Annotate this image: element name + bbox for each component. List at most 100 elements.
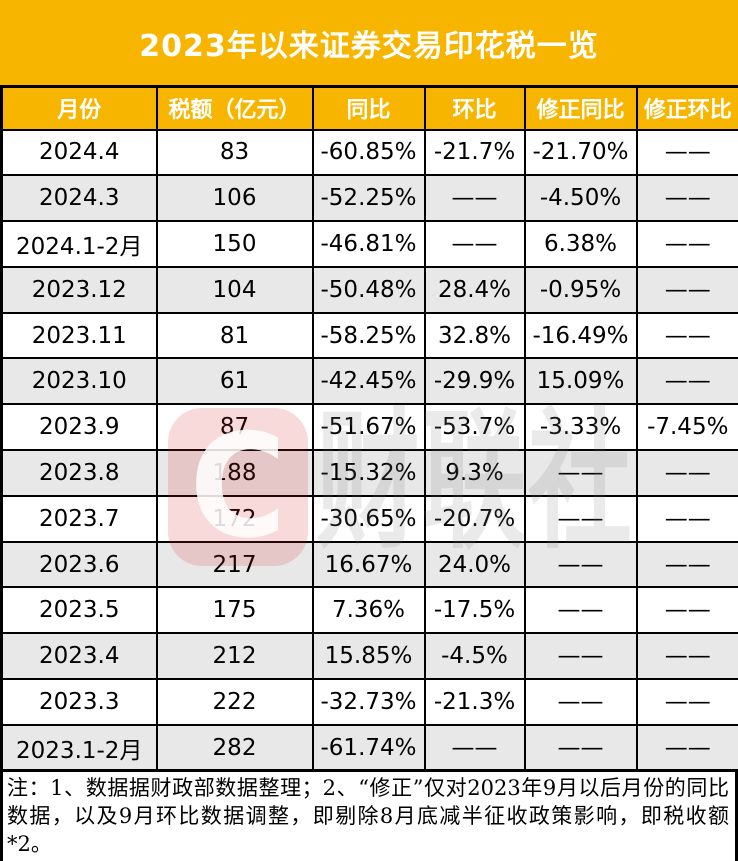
- table-row: 2023.10 61 -42.45% -29.9% 15.09% ——: [0, 357, 738, 406]
- table-cell: 9.3%: [423, 449, 526, 497]
- table-row: 2023.11 81 -58.25% 32.8% -16.49% ——: [0, 311, 738, 360]
- column-header-month: 月份: [0, 85, 158, 131]
- table-cell: 2023.11: [0, 311, 158, 360]
- table-cell: 2023.12: [0, 265, 158, 314]
- table-cell: 188: [155, 449, 314, 497]
- table-cell: 7.36%: [311, 586, 426, 635]
- table-cell: ——: [635, 265, 738, 314]
- table-cell: -3.33%: [523, 403, 638, 452]
- table-cell: -0.95%: [523, 265, 638, 314]
- table-cell: -4.5%: [423, 632, 526, 681]
- table-row: 2023.5 175 7.36% -17.5% —— ——: [0, 586, 738, 635]
- table-cell: ——: [523, 449, 638, 497]
- table-cell: ——: [523, 586, 638, 635]
- table-cell: 83: [155, 128, 314, 177]
- table-cell: -21.7%: [423, 128, 526, 177]
- table-cell: -20.7%: [423, 494, 526, 543]
- column-header-adjusted-yoy: 修正同比: [523, 85, 638, 131]
- table-cell: 150: [155, 220, 314, 268]
- table-cell: ——: [523, 678, 638, 726]
- table-cell: 2023.1-2月: [0, 723, 158, 772]
- table-row: 2024.1-2月 150 -46.81% —— 6.38% ——: [0, 220, 738, 268]
- table-cell: ——: [423, 220, 526, 268]
- title-bar: 2023年以来证券交易印花税一览: [0, 0, 738, 85]
- table-cell: ——: [523, 632, 638, 681]
- stamp-tax-table: 月份 税额（亿元） 同比 环比 修正同比 修正环比 2024.4 83 -60.85…: [0, 85, 738, 773]
- table-cell: 217: [155, 540, 314, 589]
- column-header-adjusted-mom: 修正环比: [635, 85, 738, 131]
- table-cell: 32.8%: [423, 311, 526, 360]
- table-cell: 282: [155, 723, 314, 772]
- table-row: 2024.3 106 -52.25% —— -4.50% ——: [0, 174, 738, 223]
- table-cell: ——: [635, 174, 738, 223]
- table-cell: 2023.8: [0, 449, 158, 497]
- table-cell: ——: [635, 540, 738, 589]
- table-cell: 15.85%: [311, 632, 426, 681]
- table-cell: -4.50%: [523, 174, 638, 223]
- table-cell: 106: [155, 174, 314, 223]
- table-cell: 2023.4: [0, 632, 158, 681]
- table-cell: ——: [635, 449, 738, 497]
- table-cell: 87: [155, 403, 314, 452]
- table-row: 2023.8 188 -15.32% 9.3% —— ——: [0, 449, 738, 497]
- table-cell: 2024.3: [0, 174, 158, 223]
- table-cell: 2023.6: [0, 540, 158, 589]
- table-cell: -21.70%: [523, 128, 638, 177]
- table-cell: -53.7%: [423, 403, 526, 452]
- table-cell: ——: [635, 632, 738, 681]
- column-header-yoy: 同比: [311, 85, 426, 131]
- table-row: 2023.4 212 15.85% -4.5% —— ——: [0, 632, 738, 681]
- table-cell: 24.0%: [423, 540, 526, 589]
- table-cell: 81: [155, 311, 314, 360]
- table-cell: 28.4%: [423, 265, 526, 314]
- table-cell: -7.45%: [635, 403, 738, 452]
- table-cell: 2023.5: [0, 586, 158, 635]
- table-cell: -21.3%: [423, 678, 526, 726]
- column-header-mom: 环比: [423, 85, 526, 131]
- table-cell: -52.25%: [311, 174, 426, 223]
- table-cell: ——: [635, 723, 738, 772]
- table-row: 2023.3 222 -32.73% -21.3% —— ——: [0, 678, 738, 726]
- table-cell: 2024.4: [0, 128, 158, 177]
- table-cell: -42.45%: [311, 357, 426, 406]
- table-cell: 175: [155, 586, 314, 635]
- footnote: 注：1、数据据财政部数据整理；2、“修正”仅对2023年9月以后月份的同比数据，…: [0, 772, 738, 861]
- table-row: 2023.9 87 -51.67% -53.7% -3.33% -7.45%: [0, 403, 738, 452]
- table-cell: -32.73%: [311, 678, 426, 726]
- table-row: 2023.1-2月 282 -61.74% —— —— ——: [0, 723, 738, 772]
- table-cell: ——: [635, 220, 738, 268]
- table-cell: ——: [523, 540, 638, 589]
- table-cell: 6.38%: [523, 220, 638, 268]
- table-cell: -50.48%: [311, 265, 426, 314]
- table-cell: ——: [635, 494, 738, 543]
- table-cell: ——: [523, 723, 638, 772]
- table-cell: ——: [635, 311, 738, 360]
- table-cell: ——: [635, 128, 738, 177]
- table-cell: ——: [423, 723, 526, 772]
- table-cell: -16.49%: [523, 311, 638, 360]
- table-cell: 222: [155, 678, 314, 726]
- table-cell: 2023.3: [0, 678, 158, 726]
- table-cell: 212: [155, 632, 314, 681]
- table-cell: 2023.10: [0, 357, 158, 406]
- table-cell: 61: [155, 357, 314, 406]
- table-row: 2023.7 172 -30.65% -20.7% —— ——: [0, 494, 738, 543]
- column-header-tax-amount: 税额（亿元）: [155, 85, 314, 131]
- table-cell: -46.81%: [311, 220, 426, 268]
- table-cell: ——: [635, 586, 738, 635]
- table-header-row: 月份 税额（亿元） 同比 环比 修正同比 修正环比: [0, 85, 738, 131]
- table-cell: 104: [155, 265, 314, 314]
- table-cell: -17.5%: [423, 586, 526, 635]
- table-cell: 16.67%: [311, 540, 426, 589]
- page-title: 2023年以来证券交易印花税一览: [139, 28, 599, 64]
- table-body: 2024.4 83 -60.85% -21.7% -21.70% —— 2024.3 106-…: [0, 128, 738, 772]
- table-cell: 172: [155, 494, 314, 543]
- table-cell: -15.32%: [311, 449, 426, 497]
- table-cell: -51.67%: [311, 403, 426, 452]
- table-cell: 15.09%: [523, 357, 638, 406]
- table-row: 2023.12 104 -50.48% 28.4% -0.95% ——: [0, 265, 738, 314]
- table-row: 2024.4 83 -60.85% -21.7% -21.70% ——: [0, 128, 738, 177]
- table-cell: 2024.1-2月: [0, 220, 158, 268]
- table-cell: ——: [635, 678, 738, 726]
